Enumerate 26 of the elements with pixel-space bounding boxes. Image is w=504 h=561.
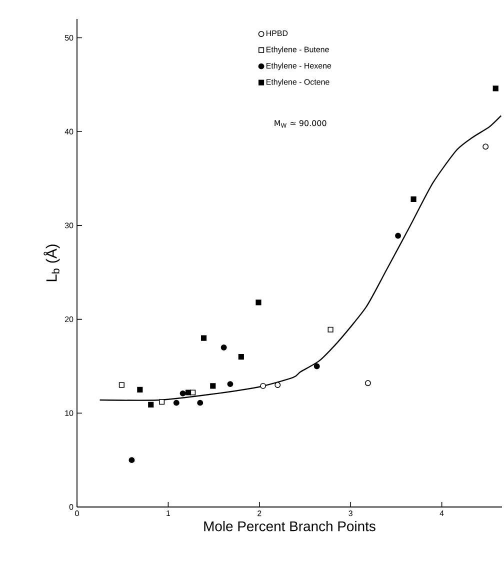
point <box>128 457 135 464</box>
point <box>227 381 234 388</box>
point <box>197 400 204 406</box>
point <box>482 144 489 150</box>
point <box>118 382 124 388</box>
point <box>159 399 165 405</box>
point <box>395 232 402 239</box>
point <box>200 335 207 341</box>
point <box>180 390 186 396</box>
point <box>274 382 281 388</box>
point <box>364 380 371 386</box>
point <box>210 383 216 389</box>
x-axis-title: Mole Percent Branch Points <box>204 521 376 532</box>
point <box>185 390 192 396</box>
point <box>220 344 227 350</box>
point <box>328 326 334 332</box>
point <box>410 196 416 202</box>
y-axis-title: L$_{b}$ (Å) <box>44 244 60 282</box>
point <box>173 400 180 406</box>
point <box>492 86 498 92</box>
point <box>238 354 244 360</box>
point <box>260 382 266 389</box>
point <box>314 363 320 370</box>
point <box>137 386 143 392</box>
point <box>256 300 262 306</box>
point <box>148 402 154 408</box>
